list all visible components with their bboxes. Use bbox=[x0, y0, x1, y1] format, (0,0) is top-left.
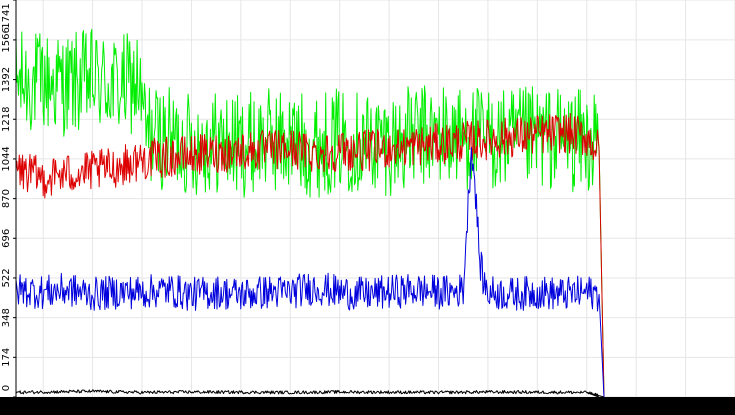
series-line-3 bbox=[15, 147, 605, 398]
y-tick-label: 870 bbox=[1, 189, 12, 208]
y-tick-label: 1044 bbox=[1, 146, 12, 171]
x-tick-label: 14:13 bbox=[622, 404, 651, 415]
x-tick-label: 14:03 bbox=[128, 404, 157, 415]
y-tick-label: 696 bbox=[1, 229, 12, 248]
x-tick-label: 14:11 bbox=[523, 404, 552, 415]
x-tick-label: 14:06 bbox=[276, 404, 305, 415]
y-tick-label: 1741 bbox=[1, 3, 12, 28]
series-lines bbox=[15, 28, 605, 398]
y-tick-label: 1566 bbox=[1, 27, 12, 52]
y-tick-label: 348 bbox=[1, 308, 12, 327]
x-tick-label: 14:12 bbox=[572, 404, 601, 415]
y-tick-label: 1218 bbox=[1, 107, 12, 132]
x-tick-label: 14:07 bbox=[325, 404, 354, 415]
x-tick-label: 14:04 bbox=[177, 404, 206, 415]
x-tick-label: 14:10 bbox=[474, 404, 503, 415]
y-tick-label: 522 bbox=[1, 268, 12, 287]
x-tick-label: 14:08 bbox=[375, 404, 404, 415]
x-tick-label: 14:14 bbox=[671, 404, 700, 415]
x-tick-label: 14:05 bbox=[226, 404, 255, 415]
x-tick-label: 14 bbox=[720, 404, 733, 415]
series-line-1 bbox=[15, 28, 605, 398]
x-tick-label: 14:09 bbox=[424, 404, 453, 415]
x-tick-labels: 14:01 14:02 14:03 14:04 14:05 14:06 14:07 14:08… bbox=[29, 404, 733, 415]
y-tick-label: 0 bbox=[1, 385, 12, 391]
y-tick-label: 174 bbox=[1, 348, 12, 367]
series-line-4 bbox=[15, 389, 605, 398]
x-tick-label: 14:02 bbox=[78, 404, 107, 415]
series-line-2 bbox=[15, 113, 605, 398]
x-tick-label: 14:01 bbox=[29, 404, 58, 415]
x-axis-band bbox=[0, 397, 735, 415]
y-tick-label: 1392 bbox=[1, 67, 12, 92]
